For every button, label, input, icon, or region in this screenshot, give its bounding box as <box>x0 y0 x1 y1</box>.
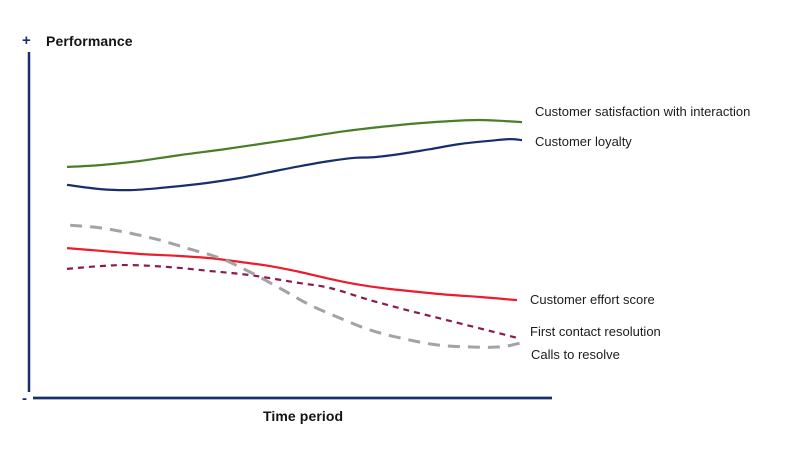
series-label-customer-satisfaction: Customer satisfaction with interaction <box>535 104 751 119</box>
series-line-calls-to-resolve <box>70 223 521 349</box>
series-label-customer-effort-score: Customer effort score <box>530 292 655 307</box>
series-label-customer-loyalty: Customer loyalty <box>535 134 632 149</box>
series-label-calls-to-resolve: Calls to resolve <box>531 347 620 362</box>
series-line-first-contact-resolution <box>66 263 518 339</box>
series-line-customer-effort-score <box>66 247 518 302</box>
series-line-customer-satisfaction-with-interaction <box>66 118 523 168</box>
y-axis-label: Performance <box>46 33 133 49</box>
series-label-first-contact-resolution: First contact resolution <box>530 324 661 339</box>
series-line-customer-loyalty <box>66 137 523 192</box>
y-axis-minus-icon: - <box>22 390 27 407</box>
axes <box>27 52 552 400</box>
series-lines <box>66 118 523 349</box>
x-axis-label: Time period <box>263 408 344 424</box>
y-axis-plus-icon: + <box>22 32 31 49</box>
